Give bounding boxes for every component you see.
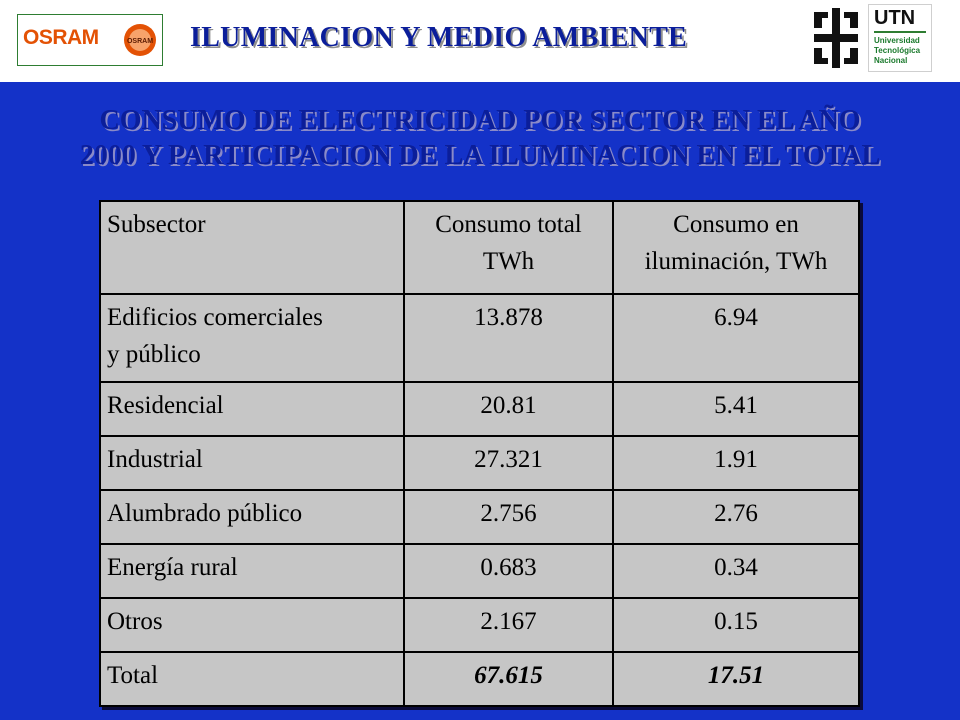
table-row: Residencial 20.81 5.41 xyxy=(99,381,860,437)
slide-subtitle: CONSUMO DE ELECTRICIDAD POR SECTOR EN EL… xyxy=(0,103,960,173)
slide-body: CONSUMO DE ELECTRICIDAD POR SECTOR EN EL… xyxy=(0,82,960,720)
header-lighting: Consumo en iluminación, TWh xyxy=(612,200,860,295)
utn-abbr: UTN xyxy=(874,7,916,29)
cell-subsector: Industrial xyxy=(99,435,405,491)
cell-total: 2.756 xyxy=(403,489,614,545)
utn-text-block: UTN Universidad Tecnológica Nacional xyxy=(868,4,932,72)
cell-total: 2.167 xyxy=(403,597,614,653)
header-subsector: Subsector xyxy=(99,200,405,295)
header-bar: OSRAM OSRAM ILUMINACION Y MEDIO AMBIENTE… xyxy=(0,0,960,82)
table-row: Alumbrado público 2.756 2.76 xyxy=(99,489,860,545)
page-title: ILUMINACION Y MEDIO AMBIENTE xyxy=(190,22,688,53)
table-row: Industrial 27.321 1.91 xyxy=(99,435,860,491)
cell-total: 20.81 xyxy=(403,381,614,437)
osram-logo-word: OSRAM xyxy=(23,26,99,49)
subtitle-line-2: 2000 Y PARTICIPACION DE LA ILUMINACION E… xyxy=(79,140,881,171)
cell-lighting: 6.94 xyxy=(612,293,860,383)
cell-subsector: Alumbrado público xyxy=(99,489,405,545)
utn-full-name: Universidad Tecnológica Nacional xyxy=(874,36,932,66)
utn-logo: UTN Universidad Tecnológica Nacional xyxy=(808,4,934,72)
cell-lighting: 2.76 xyxy=(612,489,860,545)
cell-total: 13.878 xyxy=(403,293,614,383)
utn-emblem-icon xyxy=(814,8,858,68)
osram-bulb-icon: OSRAM xyxy=(124,24,156,56)
cell-subsector: Edificios comerciales y público xyxy=(99,293,405,383)
cell-lighting: 1.91 xyxy=(612,435,860,491)
utn-name-line: Nacional xyxy=(874,56,908,65)
cell-lighting: 0.15 xyxy=(612,597,860,653)
cell-subsector: Otros xyxy=(99,597,405,653)
subtitle-line-1: CONSUMO DE ELECTRICIDAD POR SECTOR EN EL… xyxy=(99,105,861,136)
consumption-table: Subsector Consumo total TWh Consumo en i… xyxy=(99,200,860,707)
osram-badge-text: OSRAM xyxy=(127,38,153,45)
utn-divider xyxy=(874,31,926,33)
osram-logo: OSRAM OSRAM xyxy=(17,14,163,66)
cell-total: 27.321 xyxy=(403,435,614,491)
table-row: Edificios comerciales y público 13.878 6… xyxy=(99,293,860,383)
cell-lighting: 0.34 xyxy=(612,543,860,599)
total-consumption: 67.615 xyxy=(403,651,614,707)
table-header-row: Subsector Consumo total TWh Consumo en i… xyxy=(99,200,860,295)
cell-subsector: Residencial xyxy=(99,381,405,437)
cell-total: 0.683 xyxy=(403,543,614,599)
cell-lighting: 5.41 xyxy=(612,381,860,437)
table-total-row: Total 67.615 17.51 xyxy=(99,651,860,707)
utn-name-line: Tecnológica xyxy=(874,46,921,55)
total-label: Total xyxy=(99,651,405,707)
utn-name-line: Universidad xyxy=(874,36,920,45)
table-row: Energía rural 0.683 0.34 xyxy=(99,543,860,599)
table-row: Otros 2.167 0.15 xyxy=(99,597,860,653)
total-lighting: 17.51 xyxy=(612,651,860,707)
header-total: Consumo total TWh xyxy=(403,200,614,295)
cell-subsector: Energía rural xyxy=(99,543,405,599)
